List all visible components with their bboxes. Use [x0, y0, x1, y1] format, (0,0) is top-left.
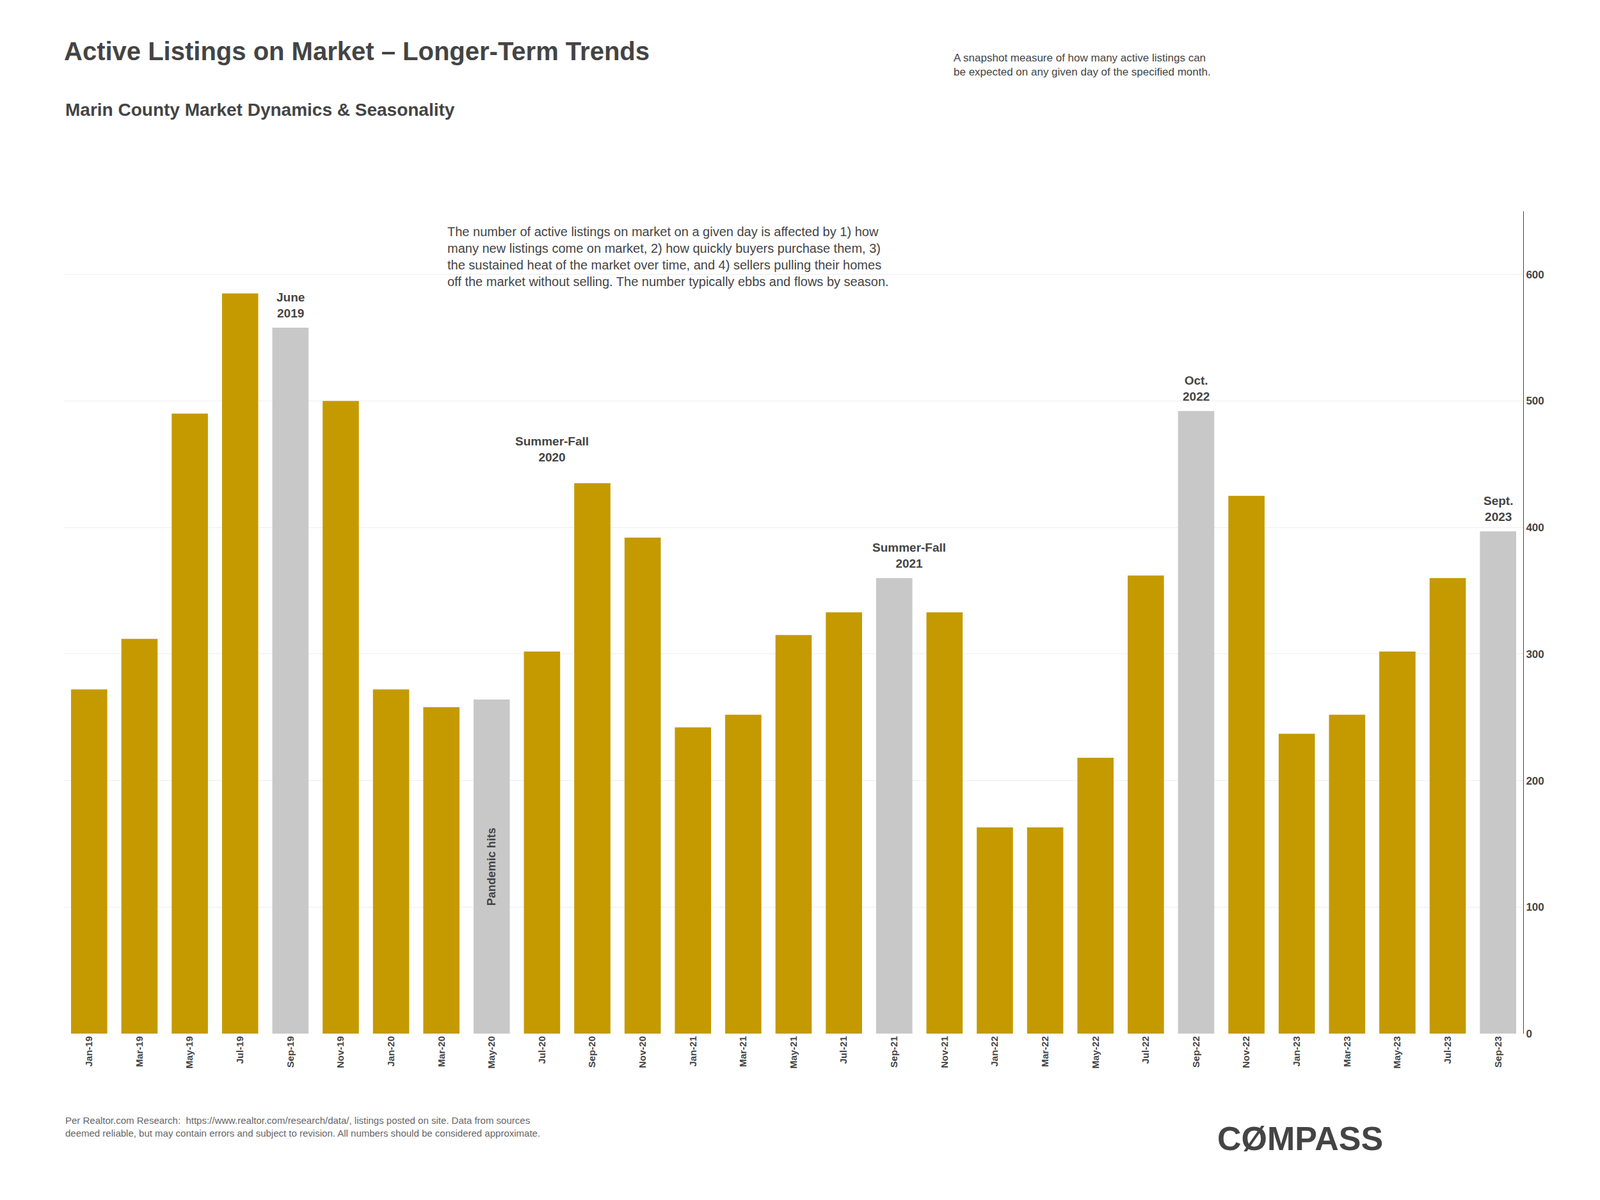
svg-text:Summer-Fall2020: Summer-Fall2020	[515, 434, 589, 464]
svg-text:Mar-20: Mar-20	[435, 1036, 447, 1067]
svg-text:A snapshot measure of how many: A snapshot measure of how many active li…	[953, 51, 1211, 79]
svg-text:Sep-19: Sep-19	[284, 1036, 296, 1068]
svg-text:Sep-21: Sep-21	[888, 1036, 900, 1068]
svg-text:May-22: May-22	[1089, 1036, 1101, 1069]
svg-text:0: 0	[1525, 1027, 1532, 1040]
svg-text:Mar-19: Mar-19	[133, 1036, 145, 1067]
svg-text:Marin County Market Dynamics &: Marin County Market Dynamics & Seasonali…	[65, 99, 456, 120]
svg-text:200: 200	[1525, 775, 1544, 788]
svg-text:Jul-21: Jul-21	[837, 1036, 849, 1064]
svg-text:Mar-22: Mar-22	[1039, 1036, 1051, 1067]
svg-text:May-19: May-19	[183, 1036, 195, 1069]
svg-text:Nov-19: Nov-19	[334, 1036, 346, 1069]
svg-text:600: 600	[1525, 268, 1544, 281]
svg-text:June2019: June2019	[276, 290, 305, 320]
svg-text:Pandemic hits: Pandemic hits	[485, 827, 498, 906]
svg-text:Jan-19: Jan-19	[83, 1036, 95, 1067]
svg-text:Jan-20: Jan-20	[385, 1036, 397, 1067]
svg-text:Jul-20: Jul-20	[536, 1036, 548, 1064]
svg-text:Per Realtor.com Research: htt: Per Realtor.com Research: https://www.re…	[65, 1114, 541, 1139]
svg-text:Mar-23: Mar-23	[1341, 1036, 1353, 1067]
svg-text:Oct.2022: Oct.2022	[1182, 373, 1210, 404]
svg-text:The number of active listings: The number of active listings on market …	[447, 224, 889, 289]
svg-text:May-23: May-23	[1391, 1036, 1403, 1069]
svg-text:Nov-20: Nov-20	[636, 1036, 648, 1069]
svg-text:CØMPASS: CØMPASS	[1217, 1120, 1384, 1158]
svg-text:Jul-22: Jul-22	[1139, 1036, 1151, 1064]
svg-text:May-20: May-20	[485, 1036, 497, 1069]
svg-text:Nov-22: Nov-22	[1240, 1036, 1252, 1069]
svg-text:100: 100	[1525, 901, 1544, 914]
svg-text:500: 500	[1525, 394, 1544, 408]
svg-text:Summer-Fall2021: Summer-Fall2021	[872, 540, 946, 571]
svg-text:Jul-19: Jul-19	[234, 1036, 246, 1064]
svg-text:Sep-20: Sep-20	[586, 1036, 598, 1068]
svg-text:Nov-21: Nov-21	[938, 1036, 950, 1069]
svg-text:May-21: May-21	[787, 1036, 799, 1069]
svg-text:Sep-23: Sep-23	[1492, 1036, 1504, 1068]
svg-text:400: 400	[1525, 521, 1544, 534]
svg-text:Jan-22: Jan-22	[988, 1036, 1000, 1067]
svg-text:300: 300	[1525, 648, 1544, 661]
svg-text:Sept.2023: Sept.2023	[1483, 494, 1513, 524]
svg-text:Active Listings on Market – Lo: Active Listings on Market – Longer-Term …	[64, 37, 650, 66]
svg-text:Jan-21: Jan-21	[687, 1036, 699, 1067]
svg-text:Sep-22: Sep-22	[1190, 1036, 1202, 1068]
svg-text:Jan-23: Jan-23	[1290, 1036, 1302, 1067]
svg-text:Mar-21: Mar-21	[737, 1036, 749, 1067]
svg-text:Jul-23: Jul-23	[1441, 1036, 1453, 1064]
